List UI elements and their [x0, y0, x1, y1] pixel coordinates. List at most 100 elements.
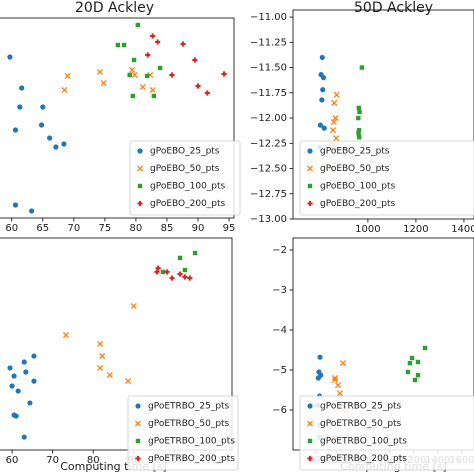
point — [31, 378, 37, 384]
point — [11, 373, 17, 379]
point — [321, 125, 327, 131]
legend-label: gPoEBO_100_pts — [150, 182, 226, 192]
x-tick-label: 90 — [192, 223, 205, 234]
point — [61, 141, 67, 147]
point — [106, 371, 113, 379]
point — [187, 275, 193, 281]
legend-marker — [136, 165, 144, 172]
y-tick-label: −12.00 — [250, 113, 287, 124]
panel-title: 20D Ackley — [75, 0, 154, 16]
legend-marker — [135, 403, 141, 409]
point — [121, 42, 127, 48]
legend-label: gPoETRBO_100_pts — [320, 437, 407, 447]
point — [412, 377, 418, 383]
point — [330, 119, 337, 126]
point — [336, 390, 343, 397]
point — [19, 85, 25, 91]
legend-marker — [307, 183, 313, 189]
legend-marker — [134, 420, 142, 427]
legend-label: gPoEBO_200_pts — [150, 199, 226, 209]
x-tick-label: 60 — [6, 455, 19, 466]
x-tick-label: 80 — [87, 455, 100, 466]
y-tick-label: −11.00 — [250, 12, 287, 23]
panel: Computing time [s]60708090100110gPoETRBO… — [0, 237, 239, 473]
x-tick-label: 80 — [130, 223, 143, 234]
legend-label: gPoEBO_200_pts — [320, 199, 396, 209]
x-tick-label: 60 — [5, 223, 18, 234]
point — [330, 127, 337, 134]
point — [7, 365, 13, 371]
legend-marker — [137, 148, 143, 154]
point — [356, 127, 362, 133]
legend-label: gPoETRBO_100_pts — [148, 437, 235, 447]
legend-label: gPoEBO_100_pts — [320, 182, 396, 192]
axes-frame — [292, 9, 474, 220]
point — [145, 52, 151, 58]
point — [157, 65, 163, 71]
point — [319, 54, 325, 61]
point — [356, 130, 361, 136]
legend-label: gPoETRBO_25_pts — [320, 402, 402, 412]
point — [409, 355, 415, 361]
legend-label: gPoEBO_25_pts — [150, 147, 220, 157]
point — [27, 400, 33, 406]
point — [192, 250, 198, 256]
legend-marker — [306, 420, 314, 427]
legend-label: gPoETRBO_200_pts — [320, 454, 407, 464]
point — [177, 255, 183, 261]
point — [317, 122, 323, 128]
y-tick-label: −12.25 — [250, 138, 287, 149]
point — [150, 33, 156, 39]
point — [115, 42, 121, 48]
legend-marker — [137, 183, 143, 189]
point — [155, 265, 161, 271]
legend-marker — [135, 455, 141, 462]
point — [422, 345, 428, 351]
point — [151, 93, 157, 99]
legend-marker — [135, 438, 141, 444]
point — [180, 41, 186, 47]
point — [204, 90, 210, 96]
point — [62, 332, 70, 339]
x-tick-label: 70 — [67, 223, 80, 234]
x-tick-label: 95 — [223, 223, 236, 234]
point — [332, 114, 339, 122]
legend-label: gPoEBO_50_pts — [150, 164, 220, 174]
panel: 50D Ackley 1000 1200 1400 −11.00 −11.25 −11.50… — [250, 0, 474, 235]
legend: gPoEBO_25_pts gPoEBO_50_pts gPoEBO_100_pts… — [299, 140, 474, 216]
point — [40, 104, 46, 110]
point — [359, 65, 365, 70]
point — [320, 75, 327, 81]
x-tick-label: 85 — [161, 223, 174, 234]
point — [131, 71, 138, 79]
x-tick-label: 70 — [46, 455, 59, 466]
legend-label: gPoETRBO_200_pts — [148, 454, 235, 464]
legend-marker — [137, 200, 143, 207]
point — [155, 39, 161, 45]
y-tick-label: −12.50 — [250, 164, 287, 175]
legend: gPoETRBO_25_pts gPoETRBO_50_pts gPoETRBO_1… — [299, 395, 474, 471]
point — [29, 208, 35, 214]
legend-label: gPoEBO_25_pts — [320, 147, 390, 157]
point — [164, 269, 170, 275]
point — [97, 340, 104, 348]
point — [221, 71, 227, 77]
x-tick-label: 75 — [99, 223, 112, 234]
point — [7, 54, 13, 60]
point — [15, 388, 21, 394]
point — [331, 99, 338, 106]
point — [320, 87, 326, 93]
point — [334, 382, 342, 389]
legend-marker — [307, 148, 313, 154]
y-tick-label: −4 — [272, 325, 287, 336]
y-tick-label: −12.75 — [250, 189, 287, 200]
point — [154, 269, 160, 275]
legend-label: gPoETRBO_50_pts — [148, 419, 230, 429]
point — [23, 369, 29, 375]
point — [99, 353, 106, 360]
point — [12, 202, 19, 208]
y-tick-label: −2 — [272, 245, 287, 256]
legend-marker — [307, 438, 313, 444]
point — [182, 274, 188, 280]
point — [357, 135, 362, 140]
